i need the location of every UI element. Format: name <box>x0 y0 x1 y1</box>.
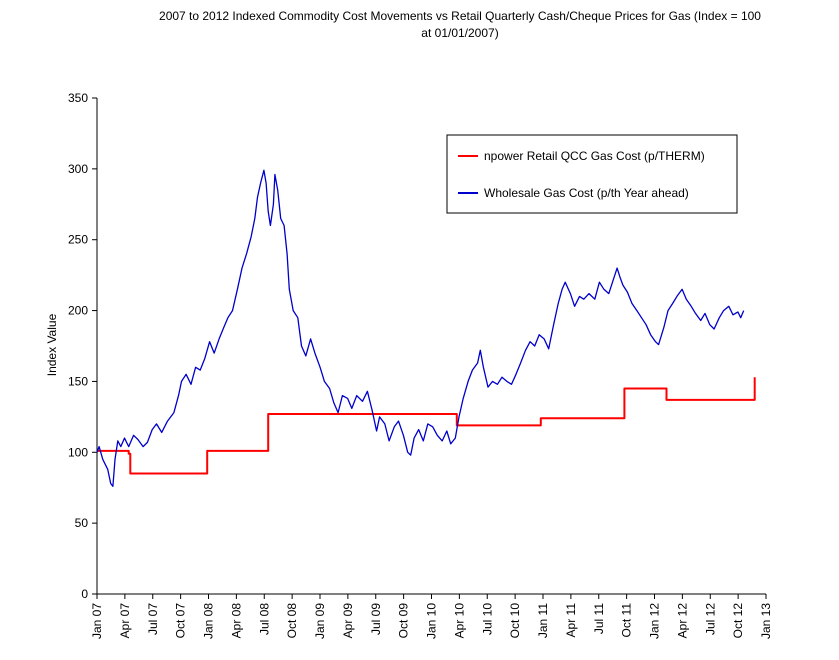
y-tick-label: 150 <box>68 374 88 388</box>
retail-gas-cost-line <box>97 377 756 475</box>
y-tick-label: 200 <box>68 304 88 318</box>
y-tick-label: 250 <box>68 233 88 247</box>
x-tick-label: Oct 10 <box>508 603 522 639</box>
x-tick-label: Apr 10 <box>452 603 466 639</box>
wholesale-gas-cost-line <box>96 169 745 487</box>
x-tick-label: Jan 09 <box>313 603 327 639</box>
x-tick-label: Apr 11 <box>564 603 578 638</box>
x-tick-label: Jul 07 <box>146 603 160 635</box>
x-tick-label: Jan 07 <box>90 603 104 639</box>
x-tick-label: Jul 11 <box>592 603 606 634</box>
x-tick-label: Oct 09 <box>397 603 411 639</box>
x-tick-label: Oct 11 <box>620 603 634 638</box>
x-tick-label: Jan 08 <box>202 603 216 639</box>
legend: npower Retail QCC Gas Cost (p/THERM) Who… <box>446 134 738 214</box>
x-tick-label: Jan 13 <box>759 603 773 639</box>
x-tick-label: Apr 08 <box>229 603 243 639</box>
y-axis-label: Index Value <box>45 313 59 376</box>
legend-box <box>446 134 738 214</box>
y-tick-label: 0 <box>81 587 88 601</box>
x-tick-label: Apr 09 <box>341 603 355 639</box>
x-tick-label: Jul 09 <box>369 603 383 635</box>
x-tick-label: Jan 12 <box>648 603 662 639</box>
x-tick-label: Oct 07 <box>174 603 188 639</box>
x-tick-label: Jan 11 <box>536 603 550 638</box>
y-axis-ticks: 0 50 100 150 200 250 300 350 <box>68 91 97 601</box>
x-tick-label: Jul 10 <box>480 603 494 635</box>
y-tick-label: 300 <box>68 162 88 176</box>
x-tick-label: Apr 12 <box>675 603 689 639</box>
x-tick-label: Oct 08 <box>285 603 299 639</box>
x-tick-label: Apr 07 <box>118 603 132 639</box>
chart-title-line-2: at 01/01/2007) <box>421 26 499 40</box>
plot-area-series <box>96 169 756 487</box>
legend-label-retail: npower Retail QCC Gas Cost (p/THERM) <box>484 149 705 163</box>
legend-label-wholesale: Wholesale Gas Cost (p/th Year ahead) <box>484 186 689 200</box>
x-tick-label: Oct 12 <box>731 603 745 639</box>
y-tick-label: 100 <box>68 445 88 459</box>
x-tick-label: Jul 12 <box>703 603 717 635</box>
x-tick-label: Jan 10 <box>425 603 439 639</box>
y-tick-label: 350 <box>68 91 88 105</box>
chart-title-line-1: 2007 to 2012 Indexed Commodity Cost Move… <box>159 9 761 23</box>
x-axis-ticks: Jan 07 Apr 07 Jul 07 Oct 07 Jan 08 Apr 08 Jul … <box>90 594 773 639</box>
y-tick-label: 50 <box>75 516 89 530</box>
x-tick-label: Jul 08 <box>257 603 271 635</box>
